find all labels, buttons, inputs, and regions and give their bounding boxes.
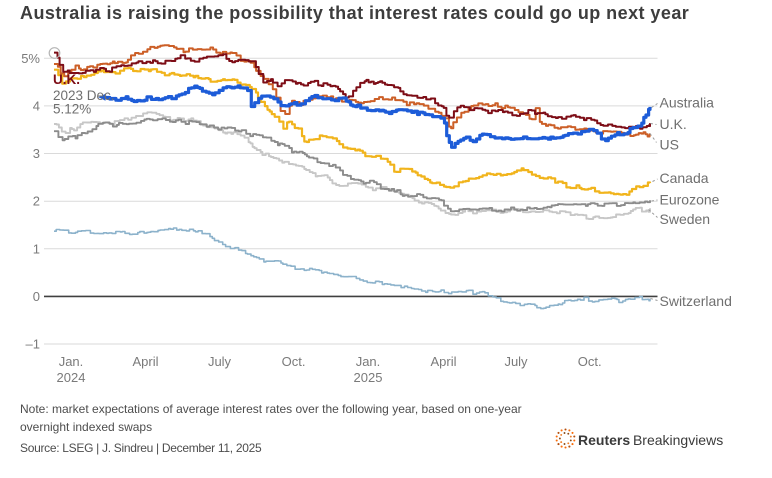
- svg-text:2025: 2025: [354, 370, 383, 385]
- svg-text:4: 4: [33, 98, 40, 113]
- svg-text:0: 0: [33, 289, 40, 304]
- svg-text:2: 2: [33, 194, 40, 209]
- svg-text:U.K.: U.K.: [53, 72, 80, 87]
- svg-text:April: April: [132, 354, 158, 369]
- svg-text:Eurozone: Eurozone: [660, 192, 720, 208]
- svg-text:April: April: [430, 354, 456, 369]
- svg-text:Canada: Canada: [660, 170, 709, 186]
- svg-text:5.12%: 5.12%: [53, 102, 91, 117]
- svg-text:5%: 5%: [21, 51, 40, 66]
- svg-text:2024: 2024: [57, 370, 86, 385]
- svg-text:Oct.: Oct.: [282, 354, 306, 369]
- svg-text:U.K.: U.K.: [660, 116, 687, 132]
- svg-text:2023 Dec.: 2023 Dec.: [53, 88, 115, 103]
- svg-text:–1: –1: [26, 337, 40, 352]
- svg-text:1: 1: [33, 241, 40, 256]
- svg-text:Australia: Australia: [660, 95, 715, 111]
- svg-text:Sweden: Sweden: [660, 211, 711, 227]
- svg-text:Jan.: Jan.: [356, 354, 381, 369]
- svg-text:3: 3: [33, 146, 40, 161]
- svg-text:Switzerland: Switzerland: [660, 293, 732, 309]
- svg-text:Oct.: Oct.: [578, 354, 602, 369]
- svg-text:July: July: [208, 354, 232, 369]
- svg-text:US: US: [660, 136, 679, 152]
- svg-text:July: July: [504, 354, 528, 369]
- svg-text:Jan.: Jan.: [59, 354, 84, 369]
